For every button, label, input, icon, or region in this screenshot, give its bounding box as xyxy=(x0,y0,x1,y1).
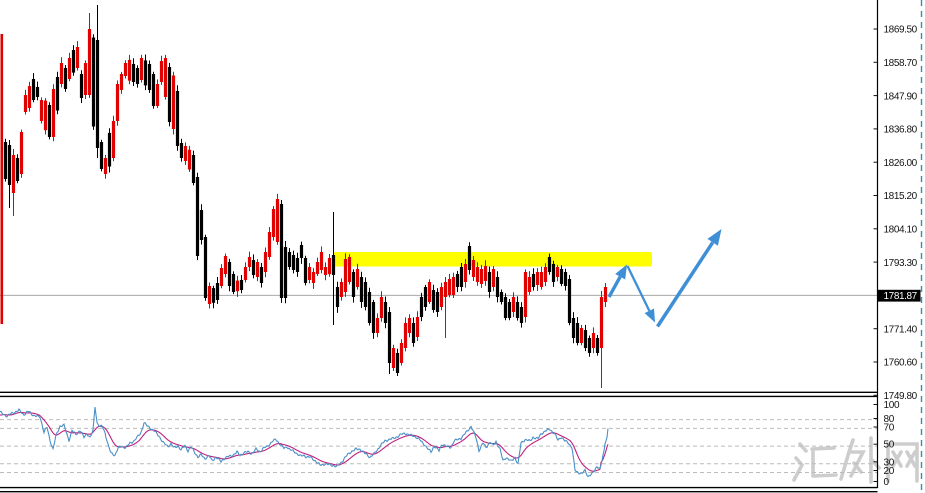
svg-text:1826.00: 1826.00 xyxy=(884,158,918,169)
svg-text:30: 30 xyxy=(884,457,895,468)
svg-text:1760.60: 1760.60 xyxy=(884,358,918,369)
svg-text:1869.50: 1869.50 xyxy=(884,25,918,36)
svg-text:1781.87: 1781.87 xyxy=(884,291,918,302)
svg-text:1804.10: 1804.10 xyxy=(884,225,918,236)
svg-text:1836.80: 1836.80 xyxy=(884,125,918,136)
svg-text:1771.40: 1771.40 xyxy=(884,324,918,335)
svg-text:1858.70: 1858.70 xyxy=(884,58,918,69)
svg-text:0: 0 xyxy=(884,477,890,488)
svg-text:100: 100 xyxy=(884,400,901,411)
svg-text:1749.80: 1749.80 xyxy=(884,391,918,402)
svg-text:20: 20 xyxy=(884,466,895,477)
svg-text:1793.30: 1793.30 xyxy=(884,258,918,269)
svg-text:50: 50 xyxy=(884,440,895,451)
svg-text:1815.20: 1815.20 xyxy=(884,191,918,202)
svg-text:70: 70 xyxy=(884,423,895,434)
svg-text:80: 80 xyxy=(884,414,895,425)
svg-text:1847.90: 1847.90 xyxy=(884,91,918,102)
